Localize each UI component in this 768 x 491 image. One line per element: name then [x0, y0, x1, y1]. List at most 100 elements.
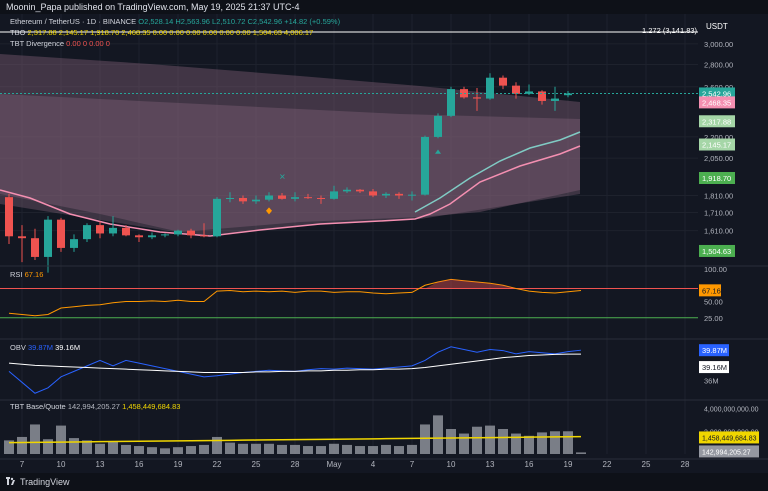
candle-body — [499, 77, 507, 86]
volume-bar — [251, 443, 261, 454]
price-tick-label: 1,810.00 — [704, 192, 733, 201]
volume-bar — [147, 447, 157, 454]
volume-bar — [4, 440, 14, 454]
tbt-div-values: 0.00 0 0.00 0 — [66, 39, 110, 48]
x-tick-label: 25 — [642, 460, 651, 469]
x-tick-label: 25 — [252, 460, 261, 469]
trading-chart[interactable]: 3,000.00 2,800.00 2,600.00 2,200.00 2,050.00… — [0, 14, 768, 473]
price-label-box — [699, 115, 735, 128]
tbt-bq-value-1: 142,994,205.27 — [67, 402, 120, 411]
symbol-legend: Ethereum / TetherUS · 1D · BINANCE O2,52… — [10, 17, 340, 26]
candle-body — [239, 197, 247, 202]
candle-body — [122, 227, 130, 236]
x-tick-label: 22 — [213, 460, 222, 469]
candle-body — [265, 195, 273, 200]
rsi-legend: RSI 67.16 — [10, 270, 43, 279]
volume-bar — [43, 439, 53, 454]
candle-body — [109, 227, 117, 234]
publisher-text: Moonin_Papa published on TradingView.com… — [6, 2, 300, 12]
volume-bar — [446, 429, 456, 454]
candle-body — [486, 77, 494, 99]
obv-value-text: 39.87M — [702, 346, 727, 355]
candle-body — [421, 136, 429, 195]
tbo-legend: TBO 2,317.88 2,145.17 1,918.70 2,468.35 … — [10, 28, 313, 37]
volume-bar — [160, 448, 170, 454]
currency-label[interactable]: USDT — [706, 22, 728, 31]
x-tick-label: 10 — [447, 460, 456, 469]
volume-bar — [576, 452, 586, 454]
price-tick-label: 1,610.00 — [704, 227, 733, 236]
volume-bar — [342, 444, 352, 454]
obv-value-box — [699, 344, 729, 357]
volume-bar — [355, 446, 365, 454]
symbol-name: Ethereum / TetherUS · 1D · BINANCE — [10, 17, 137, 26]
candle-body — [96, 225, 104, 234]
x-tick-label: 13 — [96, 460, 105, 469]
volume-bar — [550, 431, 560, 454]
candle-body — [278, 195, 286, 199]
price-label-text: 2,145.17 — [702, 141, 731, 150]
x-tick-label: 28 — [291, 460, 300, 469]
candle-body — [382, 193, 390, 196]
x-tick-label: 10 — [57, 460, 66, 469]
volume-bar — [212, 436, 222, 454]
candle-body — [408, 194, 416, 196]
volume-bar — [459, 433, 469, 454]
x-tick-label: 19 — [174, 460, 183, 469]
x-tick-label: 4 — [371, 460, 376, 469]
candle-body — [343, 189, 351, 192]
volume-bar — [407, 444, 417, 454]
tbt-div-legend: TBT Divergence 0.00 0 0.00 0 — [10, 39, 110, 48]
tbo-cloud — [0, 54, 580, 232]
volume-bar — [511, 433, 521, 454]
tradingview-logo-icon — [6, 477, 15, 485]
candle-body — [148, 235, 156, 238]
volume-bar — [264, 443, 274, 454]
fib-level-label: 1.272 (3,141.83) — [642, 26, 698, 35]
rsi-tick-label: 100.00 — [704, 265, 727, 274]
volume-bar — [82, 440, 92, 454]
tbo-values: 2,317.88 2,145.17 1,918.70 2,468.35 0.00… — [27, 28, 314, 37]
candle-body — [369, 191, 377, 196]
volume-bar — [238, 443, 248, 454]
base-quote-value-box — [699, 431, 759, 444]
rsi-value-text: 67.16 — [702, 286, 721, 295]
volume-bar — [381, 444, 391, 454]
candle-body — [304, 197, 312, 199]
volume-bar — [420, 424, 430, 454]
candle-body — [291, 197, 299, 199]
base-quote-tick-label: 4,000,000,000.00 — [704, 407, 759, 414]
candle-body — [512, 85, 520, 94]
tbt-bq-value-2: 1,458,449,684.83 — [122, 402, 181, 411]
volume-bar — [563, 431, 573, 454]
base-quote-ma-line — [8, 435, 582, 444]
ma-pink-line — [0, 145, 581, 237]
obv-value-2: 39.16M — [55, 343, 81, 352]
tradingview-brand: TradingView — [20, 477, 70, 487]
price-label-text: 1,918.70 — [702, 174, 731, 183]
x-tick-label: 7 — [20, 460, 25, 469]
base-quote-value-text: 1,458,449,684.83 — [702, 435, 757, 442]
price-label-text: 2,542.96 — [702, 89, 731, 98]
rsi-line — [8, 278, 582, 317]
x-tick-label: 19 — [564, 460, 573, 469]
candle-body — [317, 197, 325, 199]
x-tick-label: 16 — [525, 460, 534, 469]
candle-body — [564, 93, 572, 96]
volume-bar — [368, 446, 378, 454]
candle-body — [525, 91, 533, 94]
rsi-value: 67.16 — [24, 270, 44, 279]
price-tick-label: 2,050.00 — [704, 154, 733, 163]
candle-body — [44, 219, 52, 257]
candle-body — [447, 89, 455, 116]
volume-bar — [303, 446, 313, 454]
volume-bar — [173, 447, 183, 454]
candle-body — [18, 236, 26, 239]
rsi-tick-label: 50.00 — [704, 298, 723, 307]
candle-body — [31, 238, 39, 257]
price-label-box — [699, 244, 735, 257]
obv-label: OBV — [10, 343, 26, 352]
candle-body — [434, 115, 442, 137]
rsi-value-box — [699, 284, 721, 297]
obv-tick-label: 36M — [704, 376, 719, 385]
